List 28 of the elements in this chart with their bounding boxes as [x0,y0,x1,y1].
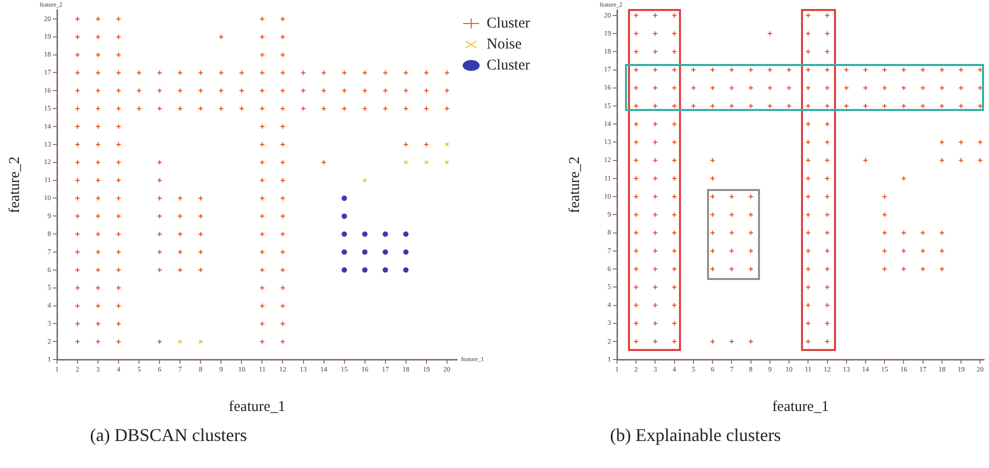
y-axis-title: feature_2 [6,156,23,214]
point [382,231,388,237]
point [382,249,388,255]
point [403,267,409,273]
y-axis-title: feature_2 [566,156,583,214]
point [403,231,409,237]
point [362,267,368,273]
text: (b) Explainable clusters [610,425,781,446]
point [342,213,347,219]
point [198,340,203,344]
point [342,231,347,237]
point [342,196,347,201]
point [342,249,347,255]
point [403,249,409,255]
point [342,267,347,273]
x-axis-title: feature_1 [228,398,286,415]
legend-label: Noise [486,36,522,52]
point [444,142,449,147]
point [178,340,182,344]
x-axis-title: feature_1 [772,398,829,415]
legend-label: Cluster [486,57,530,74]
text: (a) DBSCAN clusters [90,425,247,446]
point [362,249,368,255]
point [362,231,368,237]
point [362,178,367,182]
legend-label: Cluster [486,15,530,32]
point [444,160,449,164]
point [382,267,388,273]
